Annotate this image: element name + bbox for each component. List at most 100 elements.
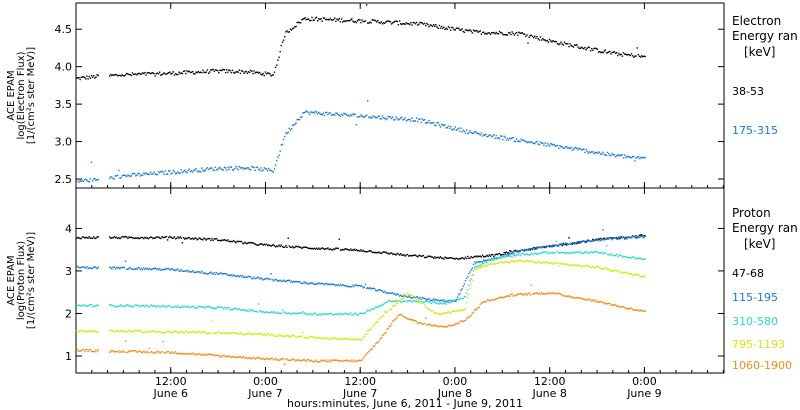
proton-point [570,263,572,266]
proton-point [86,305,88,308]
proton-point [384,251,386,253]
proton-point [591,300,593,302]
proton-point [510,293,512,296]
proton-point [331,359,334,361]
electron-point [605,52,608,54]
proton-point [601,239,603,241]
electron-point [392,22,394,24]
electron-point [410,120,412,122]
electron-point [600,153,602,155]
proton-point [548,246,551,248]
proton-point [249,357,252,360]
proton-point [178,332,180,334]
proton-point [373,307,376,310]
proton-point [147,331,149,333]
proton-point [88,236,90,238]
proton-point [500,296,502,298]
proton-point [517,260,519,263]
proton-point [163,352,165,354]
electron-point [209,71,211,73]
proton-point [346,359,348,361]
proton-point [552,252,554,254]
proton-point [569,251,571,254]
proton-point [610,237,612,240]
electron-point [248,168,251,170]
proton-point [386,311,388,313]
proton-point [626,307,628,309]
proton-point [395,254,397,256]
proton-point [434,324,436,326]
electron-point [588,46,591,49]
electron-point [327,113,329,116]
proton-point [409,294,411,296]
proton-point [470,269,472,271]
proton-point [344,285,346,287]
electron-point [401,23,403,26]
proton-point [392,300,394,302]
proton-point [622,272,625,274]
proton-point [484,260,486,262]
electron-point [375,116,377,119]
electron-point [289,28,292,30]
proton-point [190,353,193,355]
proton-point [436,256,438,259]
proton-point [267,244,269,247]
proton-point [76,266,78,268]
proton-point [426,324,428,326]
proton-point [305,360,307,362]
proton-point [481,265,484,267]
electron-point [610,53,612,55]
electron-point [490,32,493,34]
proton-point [393,301,395,303]
proton-legend-title: Energy ran [732,221,798,235]
proton-point [332,359,335,361]
proton-point [284,335,286,337]
proton-point [541,251,543,254]
proton-point [151,268,153,271]
electron-point [479,134,481,136]
proton-point [91,350,94,352]
proton-point [300,312,302,314]
electron-ytick-label: 2.5 [55,173,73,186]
electron-point [277,156,279,158]
electron-point [192,171,194,173]
proton-point [185,306,187,308]
electron-point [111,176,113,178]
electron-point [274,164,277,166]
proton-point [488,259,491,261]
proton-point [555,262,558,264]
proton-point [288,245,290,247]
proton-point [161,269,163,271]
electron-point [345,113,347,115]
proton-point [371,348,373,350]
proton-point [336,284,338,286]
proton-point [289,313,292,315]
proton-point [577,250,579,253]
proton-point [606,253,609,255]
proton-point [606,238,609,240]
proton-point [396,316,398,318]
proton-point [311,360,313,362]
proton-point [222,273,225,275]
electron-point [379,118,381,120]
electron-point [514,140,517,143]
proton-point [140,267,143,269]
electron-point [467,132,469,135]
proton-point [439,325,442,327]
electron-point [401,116,403,118]
proton-point [301,312,303,314]
proton-point [303,336,305,339]
proton-point [450,257,452,259]
proton-point [290,246,293,249]
electron-point [417,120,419,123]
proton-point [563,263,566,265]
electron-point [419,118,421,120]
proton-point [418,322,420,324]
proton-point [642,235,644,238]
electron-point [612,51,614,53]
electron-point [314,17,317,19]
electron-point [353,21,355,23]
proton-point [414,320,417,322]
proton-point [82,304,85,306]
proton-point [393,319,395,322]
